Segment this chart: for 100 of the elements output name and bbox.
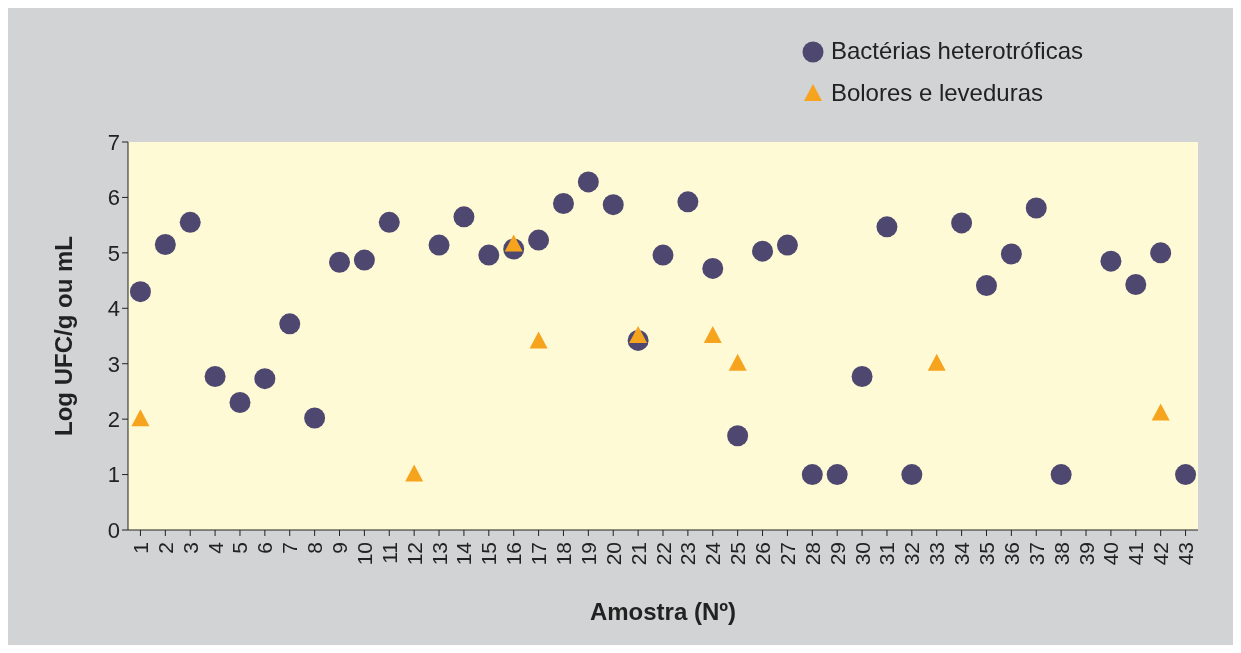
y-tick-label: 1 xyxy=(107,462,120,488)
point xyxy=(529,331,548,349)
point xyxy=(851,365,873,387)
x-tick-label: 29 xyxy=(825,542,849,566)
x-tick-label: 32 xyxy=(900,542,924,566)
point xyxy=(1125,273,1147,295)
x-tick-label: 40 xyxy=(1099,542,1123,566)
point xyxy=(652,244,674,266)
x-tick-label: 10 xyxy=(352,542,376,566)
x-tick-label: 15 xyxy=(477,542,501,566)
point xyxy=(1025,197,1047,219)
x-tick-label: 42 xyxy=(1149,542,1173,566)
x-tick-label: 24 xyxy=(701,541,725,566)
point xyxy=(329,251,351,273)
x-tick-label: 18 xyxy=(551,542,575,566)
y-tick-label: 6 xyxy=(107,185,120,211)
point xyxy=(129,281,151,303)
point xyxy=(752,240,774,262)
point xyxy=(1100,250,1122,272)
x-tick-label: 8 xyxy=(303,542,327,554)
point xyxy=(478,244,500,266)
x-tick-label: 28 xyxy=(800,542,824,566)
x-tick-label: 6 xyxy=(253,542,277,554)
point xyxy=(131,409,150,427)
point xyxy=(204,365,226,387)
x-tick-label: 5 xyxy=(228,542,252,554)
x-tick-label: 1 xyxy=(128,542,152,554)
point xyxy=(279,313,301,335)
x-tick-label: 7 xyxy=(278,542,302,554)
point xyxy=(602,194,624,216)
y-tick-label: 4 xyxy=(107,296,120,322)
point xyxy=(254,368,276,390)
point xyxy=(504,234,523,252)
x-tick-label: 31 xyxy=(875,542,899,566)
point xyxy=(728,353,747,371)
point xyxy=(975,275,997,297)
point xyxy=(154,234,176,256)
point xyxy=(1050,464,1072,486)
point xyxy=(677,191,699,213)
x-tick-label: 19 xyxy=(576,542,600,566)
point xyxy=(229,392,251,414)
x-tick-label: 14 xyxy=(452,541,476,566)
point xyxy=(1150,242,1172,264)
x-tick-label: 20 xyxy=(601,542,625,566)
point xyxy=(453,206,475,228)
x-tick-label: 34 xyxy=(950,541,974,566)
point xyxy=(179,211,201,233)
y-tick-label: 0 xyxy=(107,517,120,543)
point xyxy=(428,234,450,256)
x-tick-label: 25 xyxy=(726,542,750,566)
point xyxy=(629,326,648,343)
x-tick-label: 39 xyxy=(1074,542,1098,566)
point xyxy=(1000,243,1022,265)
x-tick-label: 21 xyxy=(626,542,650,566)
y-axis-title: Log UFC/g ou mL xyxy=(49,236,77,436)
x-tick-label: 16 xyxy=(502,542,526,566)
x-tick-label: 30 xyxy=(850,542,874,566)
x-tick-label: 13 xyxy=(427,542,451,566)
x-tick-label: 36 xyxy=(999,542,1023,566)
x-tick-label: 26 xyxy=(751,542,775,566)
point xyxy=(876,216,898,238)
point xyxy=(577,171,599,193)
x-tick-label: 41 xyxy=(1124,542,1148,566)
x-tick-label: 3 xyxy=(178,542,202,554)
point xyxy=(826,464,848,486)
point xyxy=(1175,464,1197,486)
legend-label: Bactérias heterotróficas xyxy=(830,37,1083,65)
x-tick-label: 35 xyxy=(974,542,998,566)
point xyxy=(901,464,923,486)
x-axis-title: Amostra (Nº) xyxy=(589,598,737,625)
point xyxy=(801,464,823,486)
point xyxy=(378,211,400,233)
point xyxy=(552,193,574,215)
x-tick-label: 11 xyxy=(377,542,401,564)
x-tick-label: 2 xyxy=(153,542,177,554)
x-tick-label: 12 xyxy=(402,542,426,566)
point xyxy=(353,249,375,271)
point xyxy=(405,464,424,482)
y-tick-label: 5 xyxy=(107,240,120,266)
x-tick-label: 37 xyxy=(1024,542,1048,566)
point xyxy=(951,212,973,234)
x-tick-label: 17 xyxy=(527,542,551,566)
point xyxy=(927,353,946,371)
x-tick-label: 9 xyxy=(328,542,352,554)
point xyxy=(776,234,798,256)
point xyxy=(703,326,722,343)
x-tick-label: 27 xyxy=(775,542,799,566)
y-tick-label: 7 xyxy=(107,129,120,155)
x-tick-label: 4 xyxy=(203,541,227,554)
x-tick-label: 33 xyxy=(925,542,949,566)
x-tick-label: 23 xyxy=(676,542,700,566)
legend-label: Bolores e leveduras xyxy=(830,79,1043,107)
y-tick-label: 2 xyxy=(107,406,120,432)
y-tick-label: 3 xyxy=(107,351,120,377)
point xyxy=(304,407,326,429)
x-tick-label: 22 xyxy=(651,542,675,566)
x-tick-label: 43 xyxy=(1174,542,1198,566)
point xyxy=(702,257,724,279)
point xyxy=(528,229,550,251)
point xyxy=(727,425,749,447)
